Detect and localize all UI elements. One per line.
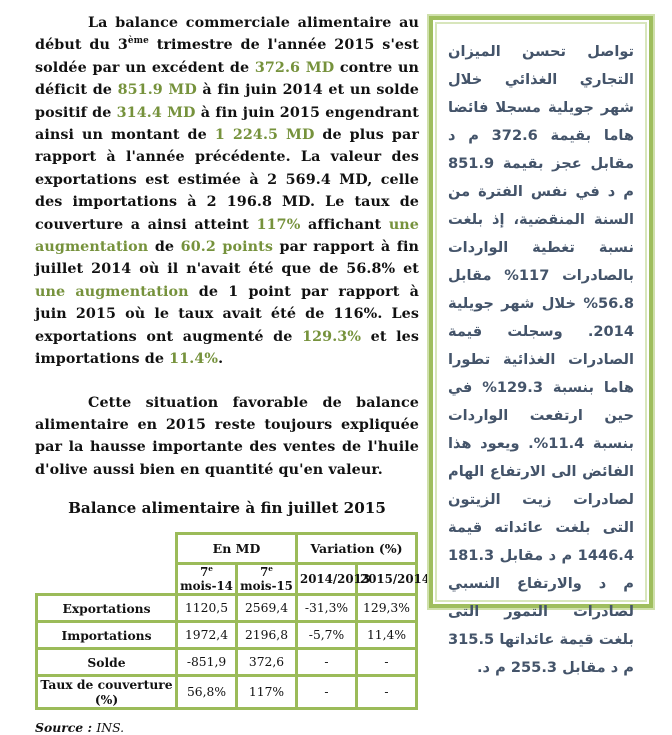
text-segment: de plus par rapport à l'année précédente… [35, 127, 419, 233]
text-segment: 7 [260, 565, 269, 580]
table-col-header: 2015/2014 [355, 562, 430, 597]
text-segment: e [208, 564, 213, 574]
text-segment: ème [127, 36, 149, 47]
text-segment: mois-14 [180, 579, 233, 594]
arabic-panel-inner: تواصل تحسن الميزان التجاري الغذائي خلال … [435, 22, 647, 676]
arabic-summary-text: تواصل تحسن الميزان التجاري الغذائي خلال … [448, 43, 635, 676]
table-row: Solde -851,9 372,6- - [35, 647, 418, 678]
table-group-header: En MD [175, 532, 298, 566]
table-cell: 1972,4 [175, 620, 238, 651]
table-cell: 11,4% [355, 620, 418, 651]
table-row: Taux de couverture (%) 56,8% 117% - - [35, 674, 418, 711]
table-col-header: 7e mois-14 [175, 562, 238, 597]
balance-table: En MD Variation (%) 7e mois-14 7e mois-15 20… [35, 532, 430, 711]
text-segment: mois-15 [240, 579, 293, 594]
table-group-header: Variation (%) [295, 532, 418, 566]
text-segment: à fin juin 2015 engendrant ainsi un mont… [35, 104, 419, 144]
table-col-header: 2014/2013 [295, 562, 370, 597]
text-segment: une augmentation [35, 283, 189, 300]
paragraph-olive-oil: Cette situation favorable de balance ali… [35, 392, 419, 482]
row-label: Taux de couverture (%) [35, 674, 178, 711]
table-cell: - [355, 647, 418, 678]
text-segment: 2015/2014 [360, 572, 430, 587]
text-segment: . [218, 351, 224, 368]
text-segment: à fin juin 2014 et un solde positif de [35, 82, 419, 121]
table-cell: 129,3% [355, 593, 418, 624]
arabic-panel: تواصل تحسن الميزان التجاري الغذائي خلال … [429, 16, 653, 676]
text-segment: par rapport à fin juillet 2014 où il n'a… [35, 239, 419, 278]
table-cell: 56,8% [175, 674, 238, 711]
text-segment: 851.9 MD [117, 82, 197, 99]
text-segment: 129.3% [302, 328, 362, 345]
table-cell: 372,6 [235, 647, 298, 678]
text-segment: 7 [200, 565, 209, 580]
text-segment: de [148, 239, 181, 256]
text-segment: de 1 point par rapport à juin 2015 où le… [35, 283, 419, 345]
text-segment: contre un déficit de [35, 59, 419, 99]
table-header: En MD Variation (%) 7e mois-14 7e mois-15 20… [37, 532, 430, 597]
text-segment: trimestre de l'année 2015 s'est soldée p… [35, 37, 419, 76]
table-cell: 2569,4 [235, 593, 298, 624]
text-segment: e [268, 564, 273, 574]
text-segment: Source : [35, 720, 97, 735]
text-segment: 1 224.5 MD [214, 127, 315, 144]
table-cell: 1120,5 [175, 593, 238, 624]
text-segment: Cette situation favorable de balance ali… [35, 394, 419, 478]
table-cell: - [295, 647, 358, 678]
table-cell: -851,9 [175, 647, 238, 678]
table-cell: 2196,8 [235, 620, 298, 651]
text-segment: 117% [256, 216, 301, 233]
text-segment: et les importations de [35, 328, 419, 368]
text-segment: INS. [96, 720, 125, 735]
table-cell: - [355, 674, 418, 711]
table-row: Importations 1972,4 2196,8 -5,7% 11,4% [35, 620, 418, 651]
table-cell: - [295, 674, 358, 711]
table-corner-blank [37, 564, 177, 595]
table-cell: -31,3% [295, 593, 358, 624]
row-label: Solde [35, 647, 178, 678]
source-note: Source : INS. [35, 720, 419, 735]
row-label: Exportations [35, 593, 178, 624]
text-segment: une augmentation [35, 216, 419, 256]
text-segment: 11.4% [169, 351, 219, 368]
text-segment: 60.2 points [180, 239, 274, 256]
table-col-header: 7e mois-15 [235, 562, 298, 597]
paragraph-trade-balance: La balance commerciale alimentaire au dé… [35, 12, 419, 371]
text-segment: 372.6 MD [254, 59, 335, 76]
table-title: Balance alimentaire à fin juillet 2015 [68, 499, 386, 518]
table-corner-blank [37, 534, 177, 564]
table-cell: -5,7% [295, 620, 358, 651]
row-label: Importations [35, 620, 178, 651]
table-row: Exportations 1120,5 2569,4 -31,3% 129,3% [35, 593, 418, 624]
text-segment: affichant [300, 216, 389, 233]
text-segment: La balance commerciale alimentaire au dé… [35, 15, 419, 54]
french-column: La balance commerciale alimentaire au dé… [35, 12, 430, 735]
text-segment: 2014/2013 [300, 572, 370, 587]
table-cell: 117% [235, 674, 298, 711]
text-segment: 314.4 MD [116, 104, 196, 121]
